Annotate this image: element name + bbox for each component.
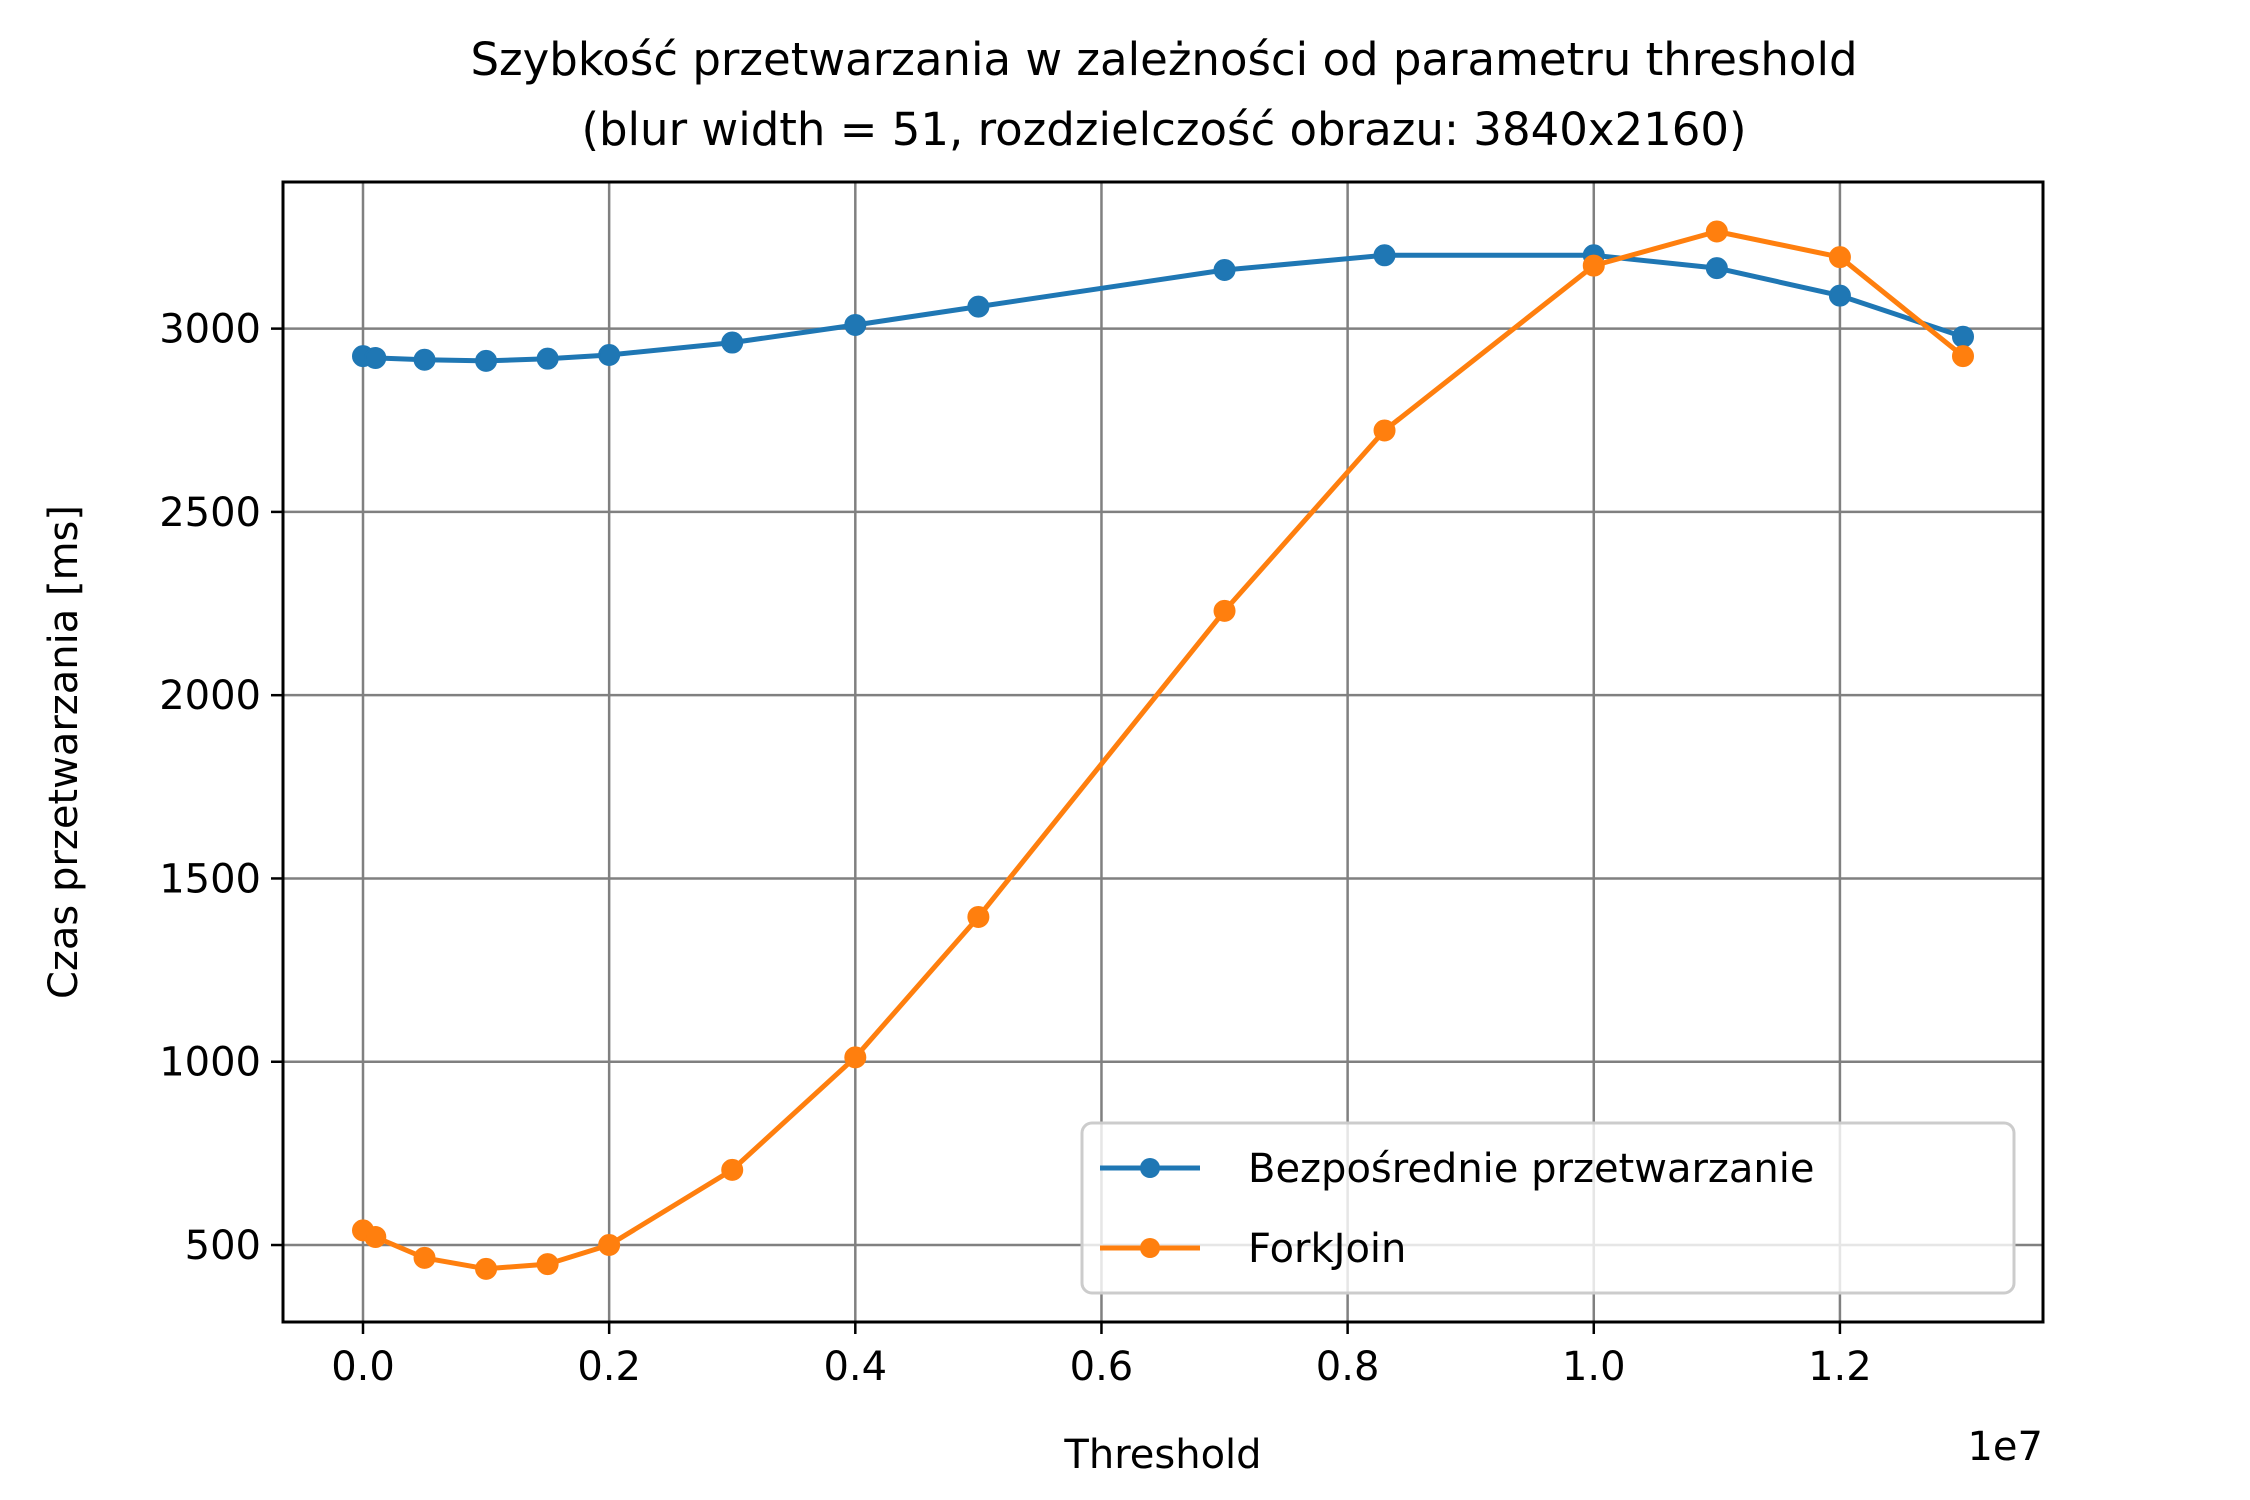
data-point bbox=[364, 1225, 387, 1248]
chart-title: Szybkość przetwarzania w zależności od p… bbox=[470, 33, 1857, 86]
data-point bbox=[1213, 599, 1236, 622]
grid-lines bbox=[283, 182, 2043, 1322]
x-tick-label: 0.2 bbox=[577, 1344, 641, 1390]
legend-label: ForkJoin bbox=[1248, 1226, 1406, 1272]
data-point bbox=[413, 348, 436, 371]
x-tick-label: 0.8 bbox=[1316, 1344, 1380, 1390]
x-tick-label: 1.2 bbox=[1808, 1344, 1872, 1390]
series-1 bbox=[352, 244, 1974, 372]
legend-item-2: ForkJoin bbox=[1100, 1226, 1406, 1272]
data-point bbox=[967, 295, 990, 318]
data-point bbox=[536, 347, 559, 370]
data-point bbox=[721, 331, 744, 354]
legend-marker bbox=[1140, 1158, 1160, 1178]
x-axis-offset-label: 1e7 bbox=[1967, 1424, 2043, 1470]
series-2 bbox=[352, 220, 1974, 1280]
y-tick-label: 500 bbox=[185, 1223, 261, 1269]
data-point bbox=[598, 1234, 621, 1257]
data-point bbox=[475, 349, 498, 372]
y-axis-ticks: 500 1000 1500 2000 2500 3000 bbox=[159, 307, 283, 1269]
data-point bbox=[1705, 257, 1728, 280]
series-line bbox=[361, 229, 1965, 1272]
legend-item-1: Bezpośrednie przetwarzanie bbox=[1100, 1146, 1814, 1192]
data-point bbox=[413, 1246, 436, 1269]
data-point bbox=[1213, 258, 1236, 281]
data-point bbox=[364, 346, 387, 369]
data-point bbox=[844, 313, 867, 336]
data-point bbox=[475, 1257, 498, 1280]
data-point bbox=[598, 344, 621, 367]
x-axis-label: Threshold bbox=[1063, 1432, 1261, 1478]
data-point bbox=[1828, 284, 1851, 307]
legend: Bezpośrednie przetwarzanie ForkJoin bbox=[1080, 1121, 2016, 1295]
plot-frame bbox=[281, 180, 2045, 1324]
data-point bbox=[721, 1158, 744, 1181]
y-axis-label: Czas przetwarzania [ms] bbox=[41, 505, 87, 999]
data-point bbox=[1952, 325, 1974, 348]
chart-subtitle: (blur width = 51, rozdzielczość obrazu: … bbox=[581, 103, 1746, 156]
data-point bbox=[1952, 345, 1974, 368]
data-point bbox=[1582, 254, 1605, 277]
x-axis-ticks: 0.0 0.2 0.4 0.6 0.8 1.0 1.2 bbox=[331, 1322, 1872, 1390]
y-tick-label: 2000 bbox=[159, 673, 261, 719]
data-point bbox=[1373, 244, 1396, 267]
y-tick-label: 3000 bbox=[159, 307, 261, 353]
x-tick-label: 0.0 bbox=[331, 1344, 395, 1390]
legend-marker bbox=[1140, 1238, 1160, 1258]
y-tick-label: 1500 bbox=[159, 856, 261, 902]
series-layer bbox=[352, 220, 1974, 1280]
data-point bbox=[844, 1046, 867, 1069]
y-tick-label: 2500 bbox=[159, 490, 261, 536]
x-tick-label: 1.0 bbox=[1562, 1344, 1626, 1390]
data-point bbox=[536, 1253, 559, 1276]
data-point bbox=[1373, 419, 1396, 442]
legend-items: Bezpośrednie przetwarzanie ForkJoin bbox=[1100, 1146, 1814, 1272]
data-point bbox=[1705, 220, 1728, 243]
legend-label: Bezpośrednie przetwarzanie bbox=[1248, 1146, 1814, 1192]
y-tick-label: 1000 bbox=[159, 1040, 261, 1086]
data-point bbox=[967, 905, 990, 928]
x-tick-label: 0.6 bbox=[1070, 1344, 1134, 1390]
legend-box bbox=[1080, 1121, 2016, 1295]
data-point bbox=[1828, 246, 1851, 269]
x-tick-label: 0.4 bbox=[823, 1344, 887, 1390]
